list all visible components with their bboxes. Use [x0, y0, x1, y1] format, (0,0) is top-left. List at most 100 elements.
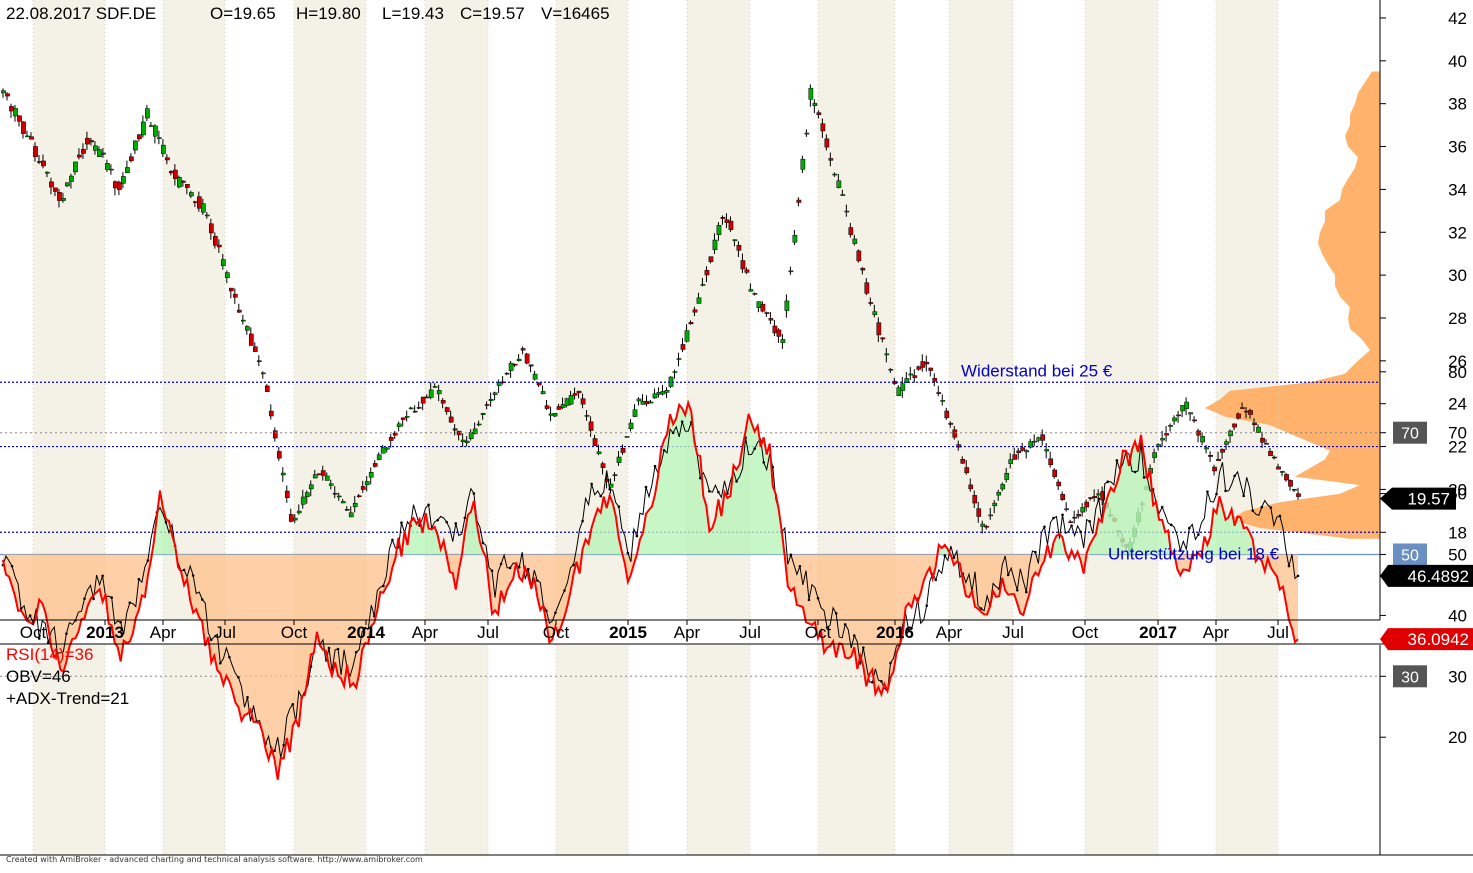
candle-up — [756, 301, 762, 308]
candle-up — [1228, 430, 1233, 437]
candle-up — [872, 311, 878, 315]
obv-point — [816, 596, 820, 600]
ind-y-tick-label: 20 — [1448, 728, 1467, 747]
obv-point — [1242, 494, 1245, 498]
obv-point — [662, 449, 666, 452]
candle-up — [177, 176, 182, 188]
obv-point — [336, 647, 340, 651]
x-tick-label: Oct — [1072, 623, 1099, 642]
candle-up — [596, 451, 602, 454]
obv-point — [979, 607, 983, 610]
candle-up — [480, 413, 486, 415]
candle-up — [488, 398, 494, 402]
obv-point — [246, 696, 249, 699]
candle-down — [101, 152, 106, 155]
candle-up — [220, 259, 226, 266]
candle-up — [836, 180, 842, 188]
last-price-label: 19.57 — [1407, 490, 1450, 509]
annotation-1: Unterstützung bei 18 € — [1108, 544, 1280, 563]
legend-rsi: RSI(14)=36 — [6, 645, 93, 664]
candle-down — [21, 121, 26, 134]
obv-point — [65, 632, 68, 635]
candle-down — [57, 192, 62, 201]
candle-up — [840, 194, 846, 196]
candle-down — [976, 508, 982, 517]
candle-up — [69, 175, 74, 182]
candle-down — [864, 282, 870, 294]
x-tick-label: 2013 — [86, 623, 124, 642]
obv-point — [608, 487, 612, 491]
candle-up — [940, 400, 946, 402]
candle-down — [372, 463, 378, 467]
x-tick-label: 2017 — [1139, 623, 1177, 642]
band-main — [294, 0, 366, 620]
candle-up — [552, 413, 558, 417]
candle-down — [728, 220, 734, 230]
obv-point — [1197, 533, 1200, 536]
x-tick-label: Jul — [1002, 623, 1024, 642]
candle-down — [1288, 480, 1293, 487]
ref-box-label-30: 30 — [1401, 669, 1419, 686]
candle-down — [137, 134, 142, 140]
obv-point — [825, 626, 829, 629]
candle-down — [89, 140, 94, 143]
candle-up — [161, 144, 166, 154]
candle-down — [360, 486, 366, 490]
obv-point — [862, 646, 865, 649]
candle-down — [868, 302, 874, 304]
ind-y-tick-label: 60 — [1448, 485, 1467, 504]
candle-down — [520, 348, 526, 351]
obv-point — [228, 655, 231, 659]
x-tick-label: Oct — [805, 623, 832, 642]
obv-point — [200, 598, 204, 601]
candle-down — [356, 495, 362, 497]
obv-point — [1224, 489, 1227, 493]
obv-point — [28, 614, 32, 617]
candle-down — [1192, 419, 1197, 422]
candle-down — [736, 244, 742, 251]
band-indicator — [33, 645, 105, 855]
legend-obv: OBV=46 — [6, 667, 71, 686]
candle-down — [772, 325, 778, 334]
candle-up — [636, 398, 642, 402]
ind-y-tick-label: 70 — [1448, 424, 1467, 443]
candle-up — [900, 383, 906, 391]
obv-point — [1079, 530, 1082, 534]
candle-down — [252, 346, 258, 352]
obv-point — [581, 519, 584, 523]
candle-up — [280, 472, 286, 476]
candle-down — [964, 467, 970, 474]
candle-down — [816, 112, 822, 116]
obv-point — [952, 556, 956, 560]
candle-up — [1032, 440, 1038, 443]
obv-point — [599, 494, 602, 498]
x-tick-label: Jul — [739, 623, 761, 642]
candle-down — [41, 160, 46, 167]
candle-up — [312, 474, 318, 479]
header-high: H=19.80 — [296, 4, 361, 23]
candle-up — [1, 90, 6, 94]
obv-point — [382, 584, 385, 588]
obv-point — [590, 482, 593, 486]
candle-down — [388, 436, 394, 441]
candle-up — [1180, 405, 1185, 412]
annotation-0: Widerstand bei 25 € — [961, 361, 1113, 380]
candle-up — [1200, 436, 1205, 443]
candle-up — [464, 440, 470, 444]
candle-down — [1216, 458, 1221, 461]
candle-down — [924, 361, 930, 365]
candle-up — [700, 284, 706, 286]
y-tick-label: 26 — [1448, 352, 1467, 371]
candle-up — [149, 125, 154, 127]
obv-point — [463, 516, 467, 520]
band-main — [33, 0, 105, 620]
obv-point — [925, 604, 929, 607]
obv-point — [46, 641, 50, 644]
obv-point — [934, 578, 938, 582]
candle-down — [740, 260, 746, 270]
candle-down — [196, 196, 202, 209]
header-title: 22.08.2017 SDF.DE — [6, 4, 156, 23]
candle-up — [296, 510, 302, 514]
